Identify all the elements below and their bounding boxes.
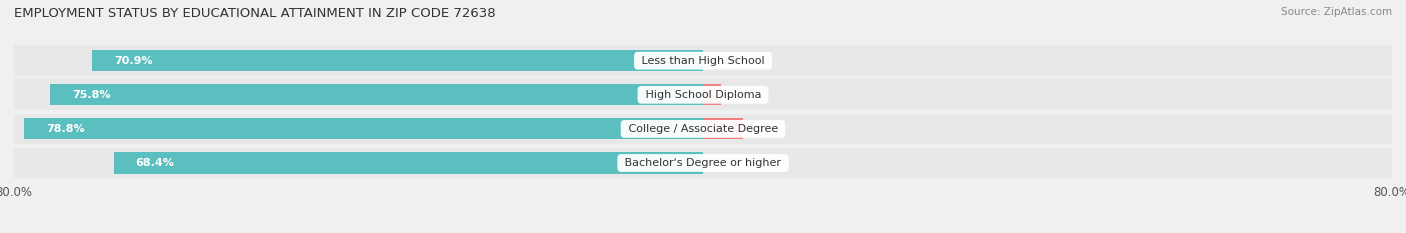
Text: College / Associate Degree: College / Associate Degree xyxy=(624,124,782,134)
Bar xyxy=(14,148,1392,178)
Bar xyxy=(703,84,721,105)
Bar xyxy=(703,118,742,140)
Text: Source: ZipAtlas.com: Source: ZipAtlas.com xyxy=(1281,7,1392,17)
Bar xyxy=(14,113,1392,144)
Bar xyxy=(24,118,703,140)
Text: 75.8%: 75.8% xyxy=(72,90,110,100)
Bar xyxy=(114,152,703,174)
Text: 0.0%: 0.0% xyxy=(711,158,740,168)
Text: 68.4%: 68.4% xyxy=(135,158,174,168)
Text: Less than High School: Less than High School xyxy=(638,56,768,66)
Text: 78.8%: 78.8% xyxy=(46,124,84,134)
Text: 4.6%: 4.6% xyxy=(747,124,775,134)
Text: Bachelor's Degree or higher: Bachelor's Degree or higher xyxy=(621,158,785,168)
Text: 0.0%: 0.0% xyxy=(711,56,740,66)
Text: 70.9%: 70.9% xyxy=(114,56,153,66)
Bar xyxy=(93,50,703,71)
Text: EMPLOYMENT STATUS BY EDUCATIONAL ATTAINMENT IN ZIP CODE 72638: EMPLOYMENT STATUS BY EDUCATIONAL ATTAINM… xyxy=(14,7,496,20)
Text: High School Diploma: High School Diploma xyxy=(641,90,765,100)
Bar xyxy=(14,45,1392,76)
Text: 2.1%: 2.1% xyxy=(725,90,754,100)
Bar xyxy=(51,84,703,105)
Bar xyxy=(14,79,1392,110)
